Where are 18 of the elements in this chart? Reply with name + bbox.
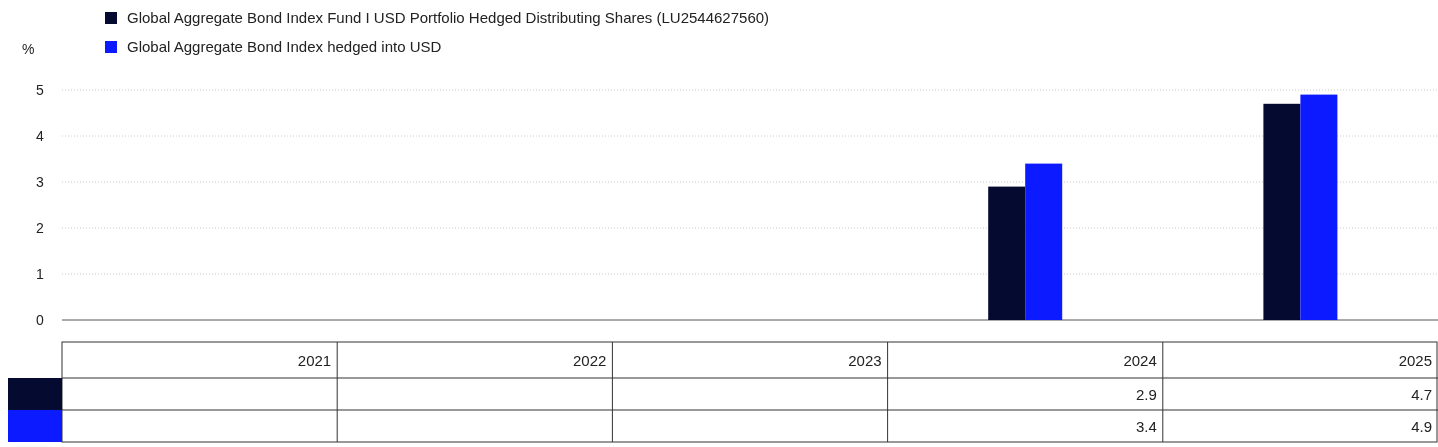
y-tick-label: 4 — [36, 128, 45, 144]
data-label: 4.7 — [1411, 386, 1432, 403]
x-tick-label: 2021 — [297, 352, 332, 369]
y-tick-label: 3 — [36, 174, 45, 190]
y-tick-label: 0 — [36, 312, 45, 328]
x-tick-label: 2023 — [848, 352, 882, 369]
y-tick-label: 5 — [36, 82, 45, 98]
data-label: 3.4 — [1135, 418, 1157, 435]
legend-label: Global Aggregate Bond Index Fund I USD Portfolio Hedged Distributing Shares (LU2544627560) — [127, 9, 770, 26]
y-tick-label: 1 — [36, 266, 45, 282]
legend-label: Global Aggregate Bond Index hedged into USD — [127, 38, 442, 55]
data-label: 2.9 — [1135, 386, 1157, 403]
x-tick-label: 2025 — [1398, 352, 1432, 369]
x-tick-label: 2024 — [1123, 352, 1157, 369]
data-label: 4.9 — [1411, 418, 1432, 435]
x-tick-label: 2022 — [573, 352, 607, 369]
y-tick-label: 2 — [36, 220, 45, 236]
y-axis-title: % — [22, 41, 35, 57]
